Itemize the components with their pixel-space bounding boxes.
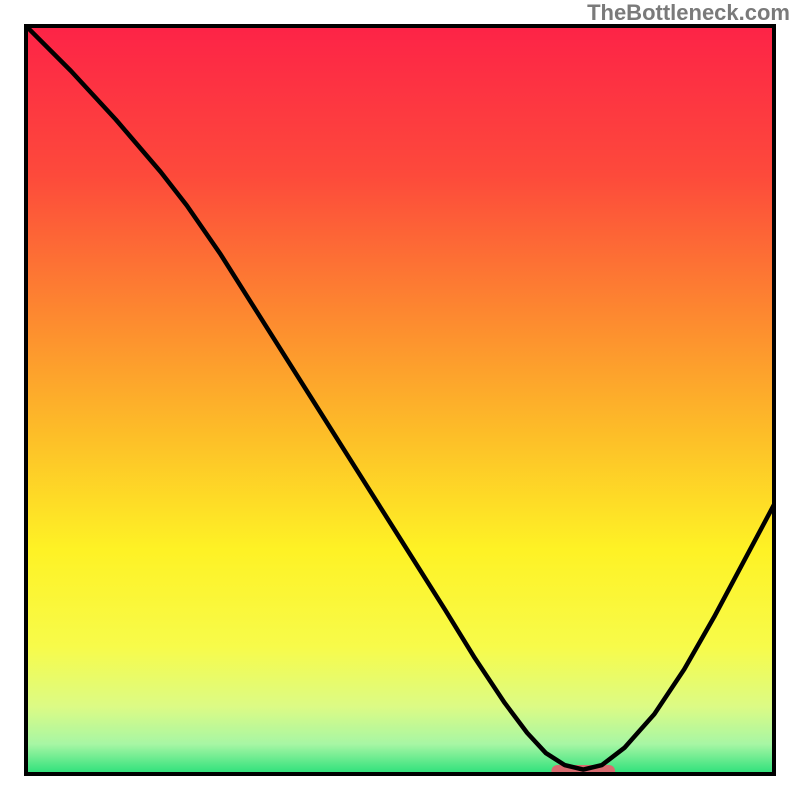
bottleneck-chart: [0, 0, 800, 800]
chart-background-gradient: [26, 26, 774, 774]
watermark-text: TheBottleneck.com: [587, 0, 790, 26]
chart-canvas: TheBottleneck.com: [0, 0, 800, 800]
